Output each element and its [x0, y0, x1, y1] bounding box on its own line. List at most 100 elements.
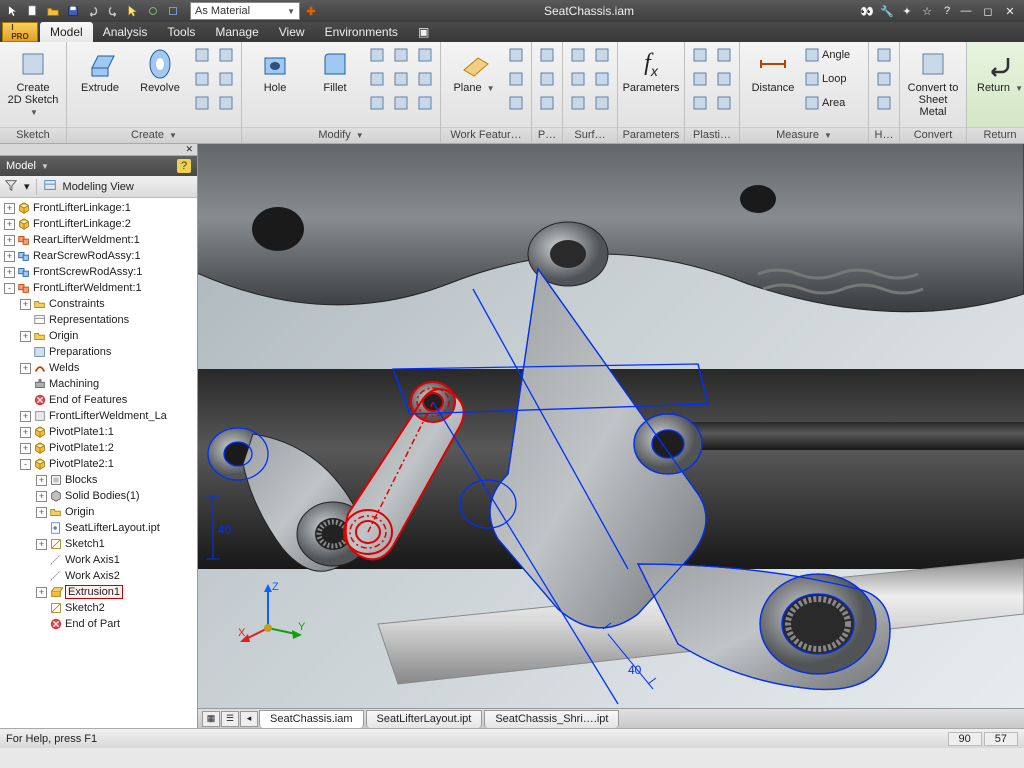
ribbon-small-button[interactable]	[366, 92, 388, 114]
ribbon-angle-button[interactable]: Angle	[804, 44, 864, 66]
tree-node[interactable]: Sketch2	[0, 600, 197, 616]
tree-node[interactable]: +FrontLifterWeldment_La	[0, 408, 197, 424]
tree-expand-icon[interactable]: +	[4, 203, 15, 214]
tree-node[interactable]: Representations	[0, 312, 197, 328]
ribbon-fillet-button[interactable]: Fillet	[306, 44, 364, 98]
ribbon-return-button[interactable]: Return ▼	[971, 44, 1024, 98]
doc-tab[interactable]: SeatLifterLayout.ipt	[366, 710, 483, 728]
tree-node[interactable]: +RearScrewRodAssy:1	[0, 248, 197, 264]
ribbon-small-button[interactable]	[713, 92, 735, 114]
tree-expand-icon[interactable]: +	[36, 491, 47, 502]
tab-overflow-icon[interactable]: ▣	[408, 22, 439, 42]
model-tree[interactable]: +FrontLifterLinkage:1+FrontLifterLinkage…	[0, 198, 197, 728]
browser-dropdown-icon[interactable]: ▾	[24, 180, 30, 193]
ribbon-small-button[interactable]	[689, 44, 711, 66]
ribbon-convert-to-button[interactable]: Convert toSheet Metal	[904, 44, 962, 122]
qat-redo-icon[interactable]	[104, 2, 122, 20]
doc-tabs-grid-icon[interactable]: ▦	[202, 711, 220, 727]
tree-node[interactable]: Work Axis1	[0, 552, 197, 568]
tree-expand-icon[interactable]: +	[20, 411, 31, 422]
tree-node[interactable]: -PivotPlate2:1	[0, 456, 197, 472]
tree-node[interactable]: +PivotPlate1:1	[0, 424, 197, 440]
ribbon-distance-button[interactable]: Distance	[744, 44, 802, 98]
tree-node[interactable]: +Welds	[0, 360, 197, 376]
ribbon-hole-button[interactable]: Hole	[246, 44, 304, 98]
ribbon-plane-button[interactable]: Plane ▼	[445, 44, 503, 98]
qat-open-icon[interactable]	[44, 2, 62, 20]
qat-save-icon[interactable]	[64, 2, 82, 20]
ribbon-small-button[interactable]	[390, 92, 412, 114]
doc-tabs-prev-icon[interactable]: ◂	[240, 711, 258, 727]
tree-node[interactable]: End of Part	[0, 616, 197, 632]
ribbon-small-button[interactable]	[191, 44, 213, 66]
tree-node[interactable]: -FrontLifterWeldment:1	[0, 280, 197, 296]
doc-tab[interactable]: SeatChassis.iam	[259, 710, 364, 728]
ribbon-small-button[interactable]	[713, 68, 735, 90]
ribbon-revolve-button[interactable]: Revolve	[131, 44, 189, 98]
ribbon-small-button[interactable]	[689, 68, 711, 90]
ribbon-small-button[interactable]	[591, 92, 613, 114]
tree-node[interactable]: +Solid Bodies(1)	[0, 488, 197, 504]
tree-expand-icon[interactable]: +	[36, 587, 47, 598]
ribbon-small-button[interactable]	[591, 44, 613, 66]
tree-node[interactable]: +FrontLifterLinkage:1	[0, 200, 197, 216]
tree-expand-icon[interactable]: -	[20, 459, 31, 470]
ribbon-loop-button[interactable]: Loop	[804, 68, 864, 90]
tree-node[interactable]: +Origin	[0, 328, 197, 344]
tree-node[interactable]: +FrontScrewRodAssy:1	[0, 264, 197, 280]
comm-icon[interactable]: ✦	[898, 2, 916, 20]
tree-node[interactable]: End of Features	[0, 392, 197, 408]
ribbon-small-button[interactable]	[390, 44, 412, 66]
ribbon-small-button[interactable]	[390, 68, 412, 90]
ribbon-extrude-button[interactable]: Extrude	[71, 44, 129, 98]
app-menu-button[interactable]: IPRO	[2, 22, 38, 42]
tree-expand-icon[interactable]: +	[36, 507, 47, 518]
tab-model[interactable]: Model	[40, 22, 93, 42]
tree-expand-icon[interactable]: +	[20, 299, 31, 310]
browser-close-icon[interactable]: ✕	[0, 144, 197, 156]
tree-expand-icon[interactable]: +	[20, 427, 31, 438]
qat-icon[interactable]	[144, 2, 162, 20]
ribbon-small-button[interactable]	[873, 44, 895, 66]
ribbon-small-button[interactable]	[505, 68, 527, 90]
tree-expand-icon[interactable]: +	[20, 363, 31, 374]
ribbon-parameters-button[interactable]: fxParameters	[622, 44, 680, 98]
ribbon-small-button[interactable]	[873, 68, 895, 90]
ribbon-small-button[interactable]	[215, 44, 237, 66]
ribbon-small-button[interactable]	[536, 68, 558, 90]
tree-node[interactable]: Machining	[0, 376, 197, 392]
tree-expand-icon[interactable]: +	[4, 235, 15, 246]
ribbon-small-button[interactable]	[366, 44, 388, 66]
qat-plus-icon[interactable]: ✚	[302, 2, 320, 20]
tree-expand-icon[interactable]: +	[4, 251, 15, 262]
minimize-button[interactable]: —	[956, 3, 976, 19]
filter-icon[interactable]	[4, 178, 18, 195]
tree-node[interactable]: Work Axis2	[0, 568, 197, 584]
tab-manage[interactable]: Manage	[205, 22, 268, 42]
browser-help-icon[interactable]: ?	[177, 159, 191, 173]
qat-pointer-icon[interactable]	[4, 2, 22, 20]
tab-analysis[interactable]: Analysis	[93, 22, 158, 42]
ribbon-small-button[interactable]	[591, 68, 613, 90]
tab-tools[interactable]: Tools	[157, 22, 205, 42]
tree-node[interactable]: +RearLifterWeldment:1	[0, 232, 197, 248]
tree-node[interactable]: +PivotPlate1:2	[0, 440, 197, 456]
ribbon-small-button[interactable]	[366, 68, 388, 90]
ribbon-small-button[interactable]	[567, 92, 589, 114]
close-button[interactable]: ✕	[1000, 3, 1020, 19]
tab-environments[interactable]: Environments	[315, 22, 408, 42]
ribbon-small-button[interactable]	[536, 92, 558, 114]
tree-expand-icon[interactable]: -	[4, 283, 15, 294]
key-icon[interactable]: 🔧	[878, 2, 896, 20]
ribbon-small-button[interactable]	[414, 44, 436, 66]
tree-node[interactable]: +FrontLifterLinkage:2	[0, 216, 197, 232]
maximize-button[interactable]: ◻	[978, 3, 998, 19]
ribbon-small-button[interactable]	[505, 44, 527, 66]
material-selector[interactable]: As Material▼	[190, 2, 300, 20]
tree-expand-icon[interactable]: +	[4, 267, 15, 278]
tree-expand-icon[interactable]: +	[36, 475, 47, 486]
tree-expand-icon[interactable]: +	[36, 539, 47, 550]
ribbon-small-button[interactable]	[414, 68, 436, 90]
doc-tabs-list-icon[interactable]: ☰	[221, 711, 239, 727]
ribbon-small-button[interactable]	[191, 68, 213, 90]
